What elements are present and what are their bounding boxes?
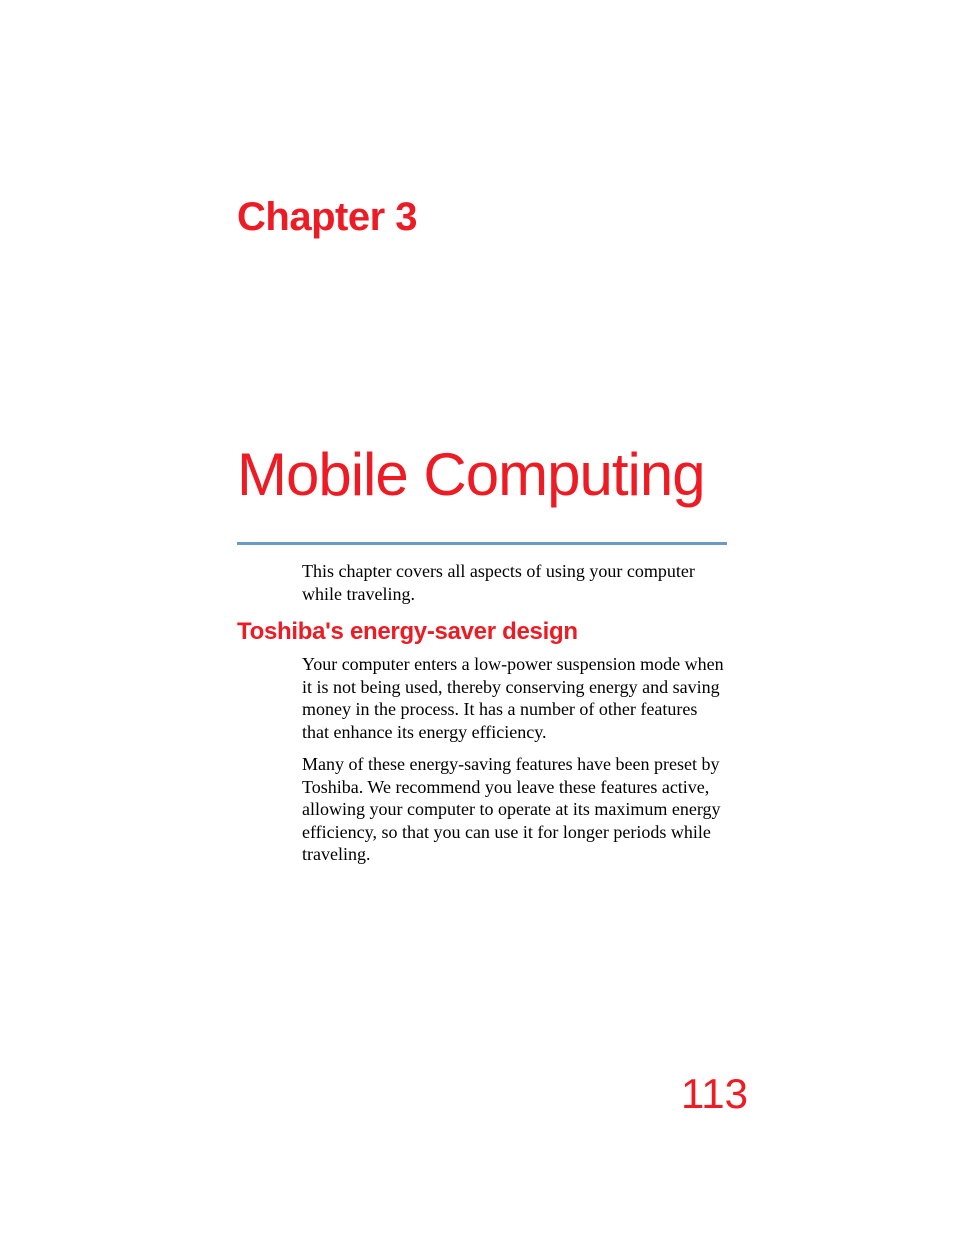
- body-paragraph: Your computer enters a low-power suspens…: [302, 653, 727, 743]
- chapter-intro-paragraph: This chapter covers all aspects of using…: [302, 560, 722, 605]
- chapter-title: Mobile Computing: [237, 440, 705, 509]
- chapter-label: Chapter 3: [237, 195, 417, 240]
- section-heading: Toshiba's energy-saver design: [237, 618, 578, 646]
- document-page: Chapter 3 Mobile Computing This chapter …: [0, 0, 954, 1235]
- body-paragraph: Many of these energy-saving features hav…: [302, 753, 730, 866]
- page-number: 113: [681, 1070, 748, 1118]
- horizontal-rule: [237, 542, 727, 545]
